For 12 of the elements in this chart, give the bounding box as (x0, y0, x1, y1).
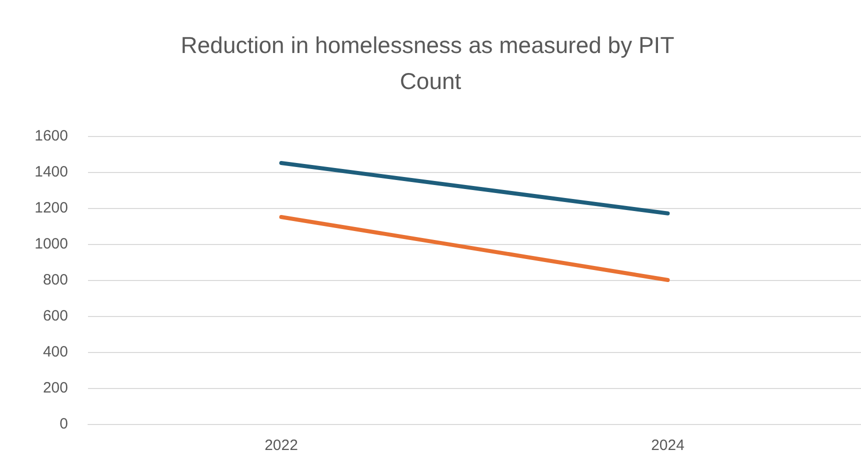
y-tick-label: 1000 (34, 236, 68, 252)
y-tick-label: 1400 (34, 164, 68, 180)
y-tick-label: 800 (42, 272, 68, 288)
y-tick-label: 0 (60, 416, 68, 432)
y-tick-label: 600 (42, 308, 68, 324)
y-tick-label: 1600 (34, 128, 68, 144)
y-tick-label: 400 (42, 344, 68, 360)
chart-title: Reduction in homelessness as measured by PIT Count (180, 32, 680, 94)
y-tick-label: 200 (42, 380, 68, 396)
x-tick-label: 2022 (264, 437, 298, 454)
y-tick-label: 1200 (34, 200, 68, 216)
x-tick-label: 2024 (651, 437, 684, 454)
